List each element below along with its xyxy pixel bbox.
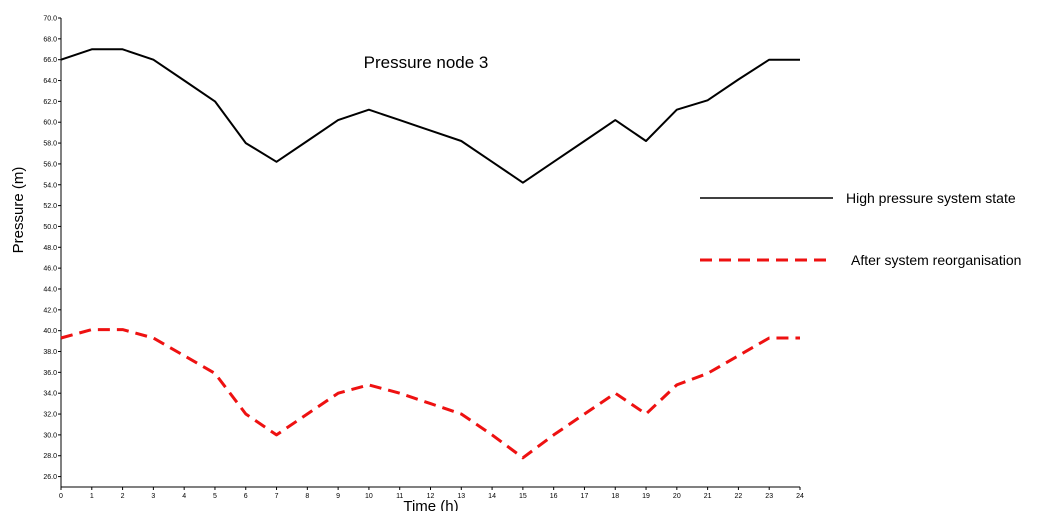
series-line-1 xyxy=(60,48,800,184)
y-tick-label: 68.0 xyxy=(43,36,57,43)
x-tick-label: 8 xyxy=(305,493,309,500)
axes: 26.0 28.0 30.0 32.0 34.0 36.0 38.0 40.0 42.0 44.0… xyxy=(43,16,804,501)
y-axis-label: Pressure (m) xyxy=(10,167,27,254)
y-tick-label: 54.0 xyxy=(43,182,57,189)
y-tick-label: 66.0 xyxy=(43,57,57,64)
chart-title: Pressure node 3 xyxy=(364,53,489,72)
x-tick-label: 18 xyxy=(611,493,619,500)
y-tick-label: 40.0 xyxy=(43,328,57,335)
legend-label-1: High pressure system state xyxy=(846,190,1016,206)
x-tick-label: 7 xyxy=(275,493,279,500)
y-tick-label: 48.0 xyxy=(43,245,57,252)
y-tick-label: 62.0 xyxy=(43,99,57,106)
x-tick-label: 20 xyxy=(673,493,681,500)
y-tick-label: 26.0 xyxy=(43,474,57,481)
x-tick-label: 19 xyxy=(642,493,650,500)
y-tick-label: 30.0 xyxy=(43,432,57,439)
x-tick-label: 22 xyxy=(735,493,743,500)
x-tick-label: 1 xyxy=(90,493,94,500)
x-tick-label: 2 xyxy=(121,493,125,500)
y-tick-label: 32.0 xyxy=(43,412,57,419)
y-tick-label: 36.0 xyxy=(43,370,57,377)
x-tick-label: 14 xyxy=(488,493,496,500)
x-tick-label: 10 xyxy=(365,493,373,500)
x-tick-label: 3 xyxy=(151,493,155,500)
y-tick-label: 58.0 xyxy=(43,141,57,148)
x-tick-label: 12 xyxy=(427,493,435,500)
y-tick-label: 28.0 xyxy=(43,453,57,460)
x-tick-label: 24 xyxy=(796,493,804,500)
x-tick-label: 0 xyxy=(59,493,63,500)
x-tick-label: 23 xyxy=(765,493,773,500)
y-tick-label: 52.0 xyxy=(43,203,57,210)
x-tick-label: 21 xyxy=(704,493,712,500)
x-tick-label: 11 xyxy=(396,493,403,500)
y-tick-label: 38.0 xyxy=(43,349,57,356)
x-tick-label: 4 xyxy=(182,493,186,500)
y-tick-label: 56.0 xyxy=(43,161,57,168)
x-tick-label: 13 xyxy=(457,493,465,500)
x-tick-label: 9 xyxy=(336,493,340,500)
y-tick-label: 60.0 xyxy=(43,120,57,127)
x-tick-label: 16 xyxy=(550,493,558,500)
y-tick-label: 70.0 xyxy=(43,16,57,23)
y-tick-label: 46.0 xyxy=(43,266,57,273)
x-tick-label: 5 xyxy=(213,493,217,500)
y-tick-label: 50.0 xyxy=(43,224,57,231)
y-tick-label: 44.0 xyxy=(43,286,57,293)
y-tick-label: 42.0 xyxy=(43,307,57,314)
legend-label-2: After system reorganisation xyxy=(851,252,1021,268)
x-tick-label: 17 xyxy=(581,493,589,500)
legend: High pressure system state After system r… xyxy=(700,190,1021,268)
y-tick-label: 34.0 xyxy=(43,391,57,398)
y-tick-label: 64.0 xyxy=(43,78,57,85)
x-tick-label: 6 xyxy=(244,493,248,500)
series-line-2 xyxy=(60,328,800,460)
x-tick-label: 15 xyxy=(519,493,527,500)
plot-lines xyxy=(60,48,800,460)
x-axis-label: Time (h) xyxy=(403,498,458,511)
